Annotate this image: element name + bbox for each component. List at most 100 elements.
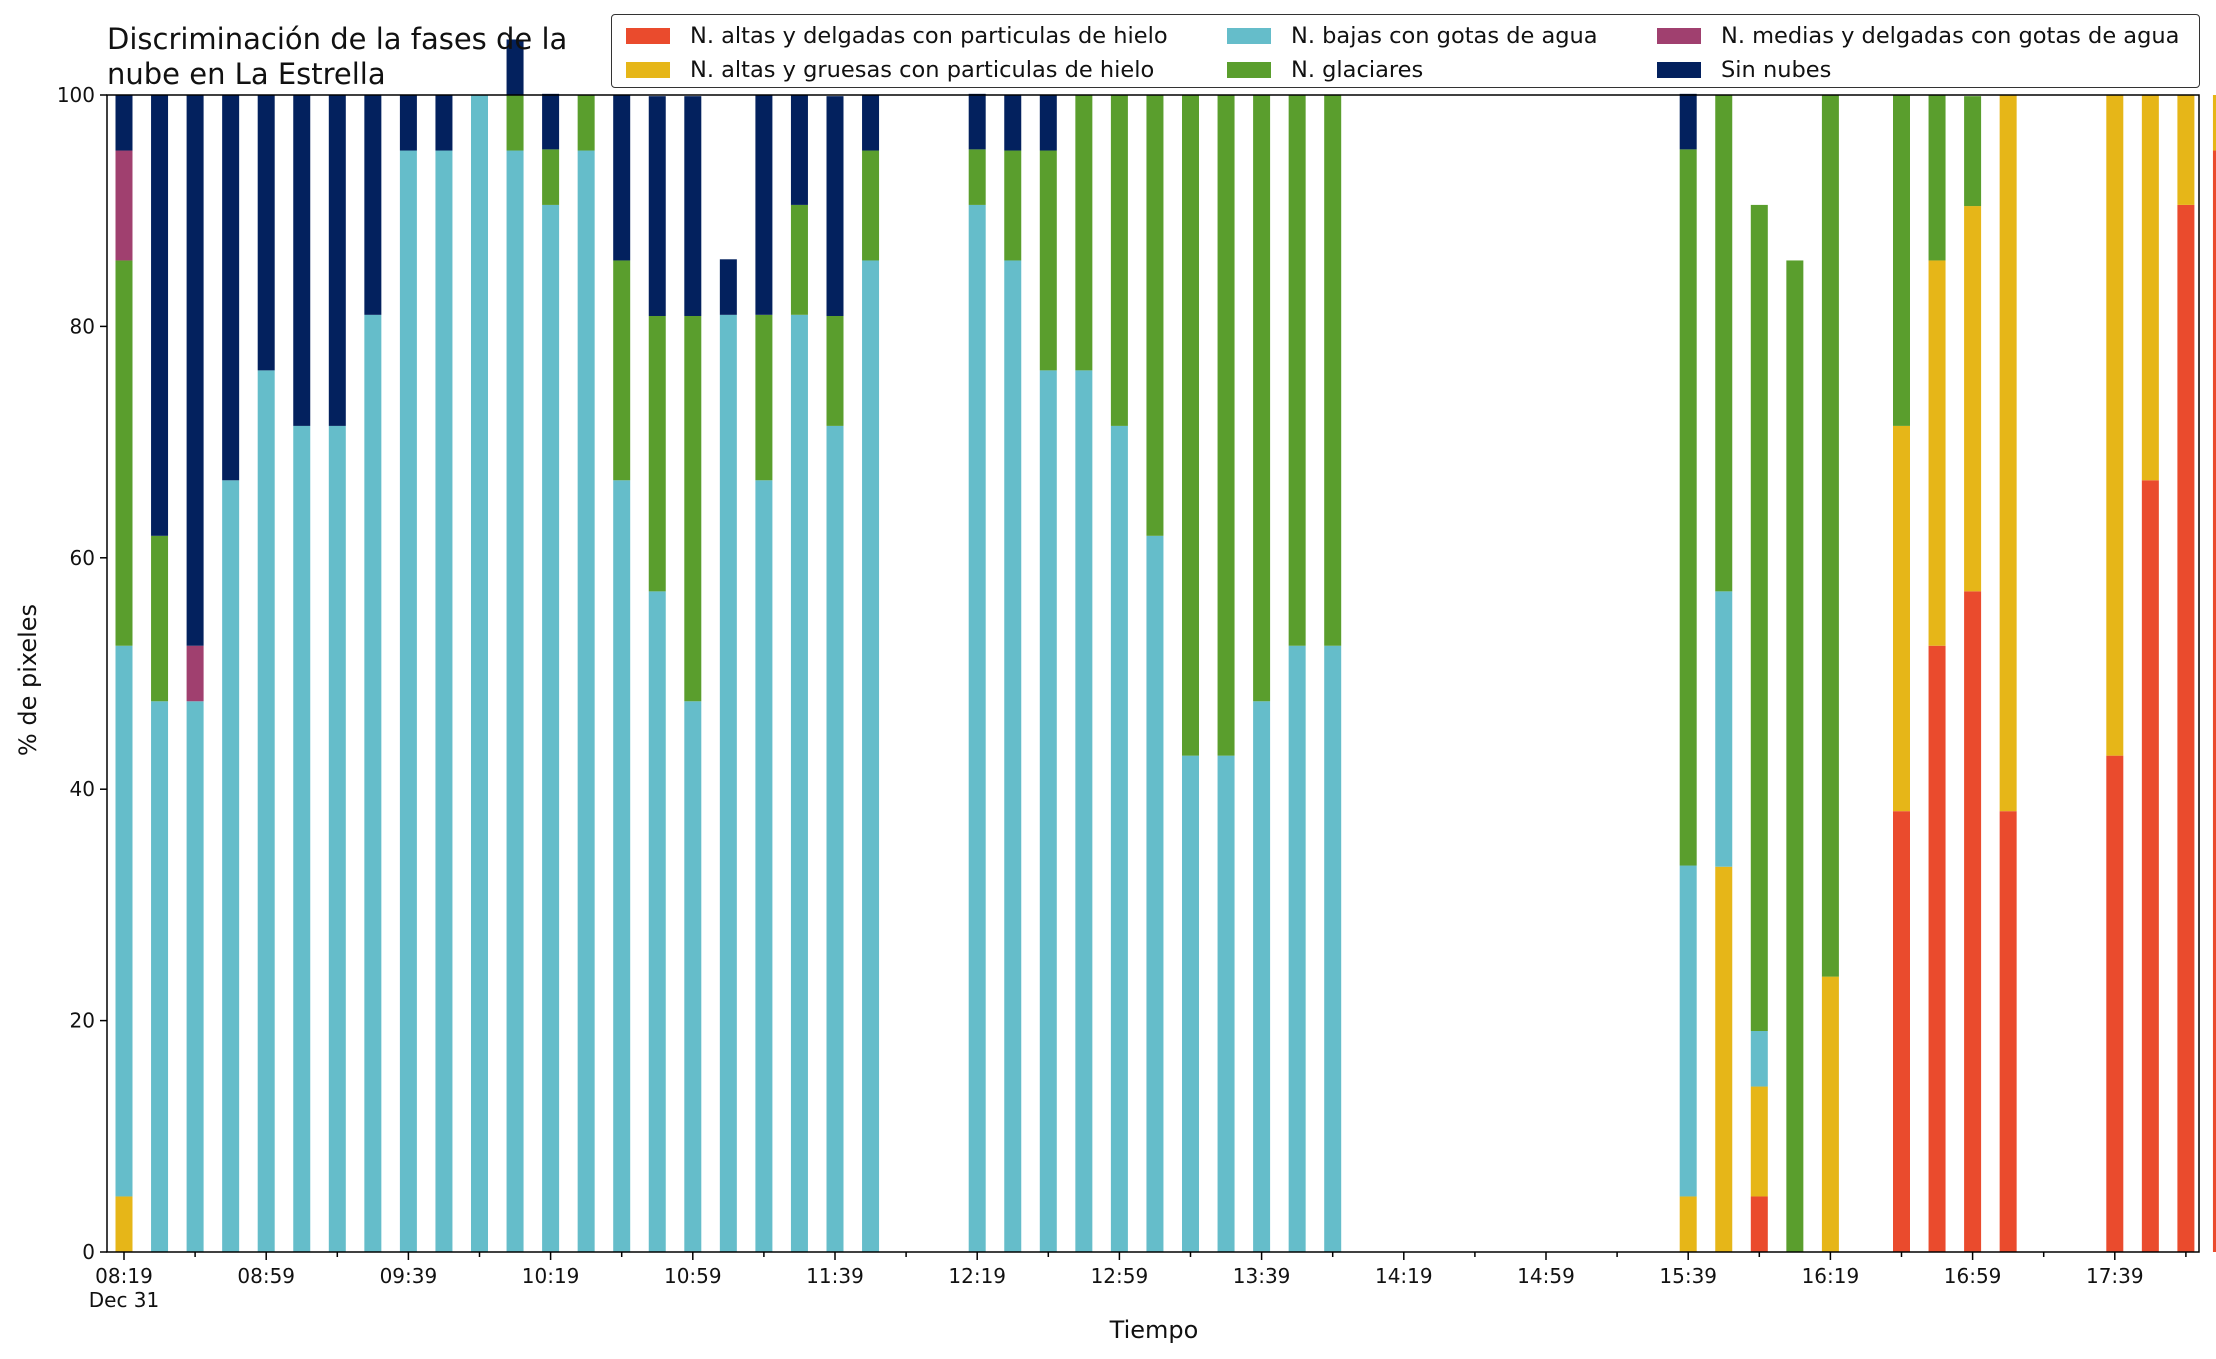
bar-segment-3-29 (1146, 535, 1164, 1252)
bar-segment-4-1 (151, 535, 169, 702)
bar-segment-3-16 (684, 701, 702, 1252)
bar-segment-1-58 (2177, 204, 2195, 1252)
bar-segment-6-0 (115, 95, 133, 151)
bar-segment-4-30 (1182, 95, 1199, 756)
bar-segment-3-45 (1715, 591, 1733, 867)
bar-segment-6-8 (399, 95, 417, 151)
bar-segment-2-56 (2106, 95, 2124, 756)
x-tick-label: 10:59 (664, 1264, 722, 1288)
bar-segment-3-8 (399, 150, 417, 1252)
bar-segment-3-17 (719, 314, 737, 1253)
bar-segment-6-6 (328, 95, 346, 426)
bar-segment-2-53 (1999, 95, 2017, 812)
x-tick-label: 11:39 (806, 1264, 864, 1288)
x-tick-label: 16:59 (1944, 1264, 2002, 1288)
bar-segment-4-15 (648, 315, 666, 592)
bar-segment-2-48 (1821, 976, 1839, 1252)
legend-item: N. altas y delgadas con particulas de hi… (626, 23, 1168, 49)
chart-title: Discriminación de la fases de la nube en… (107, 22, 568, 91)
legend-item: N. medias y delgadas con gotas de agua (1657, 23, 2179, 49)
bar-segment-3-44 (1679, 865, 1697, 1197)
bar-segment-2-46 (1750, 1086, 1768, 1197)
bar-segment-4-46 (1750, 204, 1768, 1032)
bar-segment-3-10 (471, 95, 488, 1252)
legend-item: Sin nubes (1657, 57, 1831, 83)
bar-segment-3-5 (293, 425, 311, 1252)
legend-swatch (626, 28, 670, 44)
bar-segment-3-1 (151, 701, 169, 1252)
bar-segment-6-7 (364, 95, 382, 315)
bar-segment-4-34 (1324, 95, 1342, 646)
bar-segment-6-17 (719, 259, 737, 315)
bar-segment-4-11 (506, 95, 524, 151)
bar-segment-4-20 (826, 315, 844, 426)
x-tick-label: 17:39 (2086, 1264, 2144, 1288)
bar-segment-2-51 (1928, 260, 1946, 646)
bar-segment-1-57 (2141, 480, 2159, 1252)
bar-segment-6-21 (862, 95, 880, 151)
bar-segment-4-44 (1679, 149, 1697, 866)
bar-segment-6-25 (1004, 95, 1022, 151)
bar-segment-6-20 (826, 96, 844, 316)
legend-label: N. altas y delgadas con particulas de hi… (690, 23, 1168, 49)
bar-segment-3-3 (222, 480, 240, 1252)
bar-segment-6-44 (1679, 93, 1697, 150)
bar-segment-2-0 (115, 1196, 133, 1252)
bar-segment-6-16 (684, 96, 702, 316)
bar-segment-4-31 (1217, 95, 1235, 756)
bar-segment-2-50 (1893, 425, 1910, 812)
bar-segment-4-52 (1964, 96, 1982, 207)
bar-segment-4-45 (1715, 95, 1733, 592)
bar-segment-4-18 (755, 314, 773, 481)
bar-segment-3-14 (613, 480, 631, 1252)
bar-segment-6-5 (293, 95, 311, 426)
bar-segment-2-58 (2177, 95, 2195, 205)
bar-segment-3-34 (1324, 645, 1342, 1252)
bar-segment-4-12 (542, 149, 560, 205)
bar-segment-4-21 (862, 150, 880, 261)
bar-segment-1-53 (1999, 811, 2017, 1252)
bar-segment-3-24 (968, 204, 986, 1252)
bar-segment-3-4 (257, 370, 275, 1252)
legend-item: N. glaciares (1227, 57, 1423, 83)
x-tick-label: 14:59 (1517, 1264, 1575, 1288)
bar-segment-4-27 (1075, 95, 1093, 371)
bar-segment-1-46 (1750, 1196, 1768, 1252)
legend-label: N. medias y delgadas con gotas de agua (1721, 23, 2180, 49)
y-tick-label: 100 (57, 83, 95, 107)
bar-segment-3-9 (435, 150, 453, 1252)
bar-segment-3-25 (1004, 260, 1022, 1252)
bar-segment-6-18 (755, 95, 773, 315)
chart-legend: N. altas y delgadas con particulas de hi… (611, 14, 2200, 88)
x-tick-label: 16:19 (1802, 1264, 1860, 1288)
bar-segment-4-16 (684, 315, 702, 702)
bar-segment-4-29 (1146, 95, 1164, 536)
legend-label: N. glaciares (1291, 57, 1424, 83)
bar-segment-3-7 (364, 314, 382, 1253)
bar-segment-2-45 (1715, 866, 1733, 1252)
bar-segment-3-21 (862, 260, 880, 1252)
bar-segment-6-2 (186, 95, 204, 646)
bar-segment-5-0 (115, 150, 133, 261)
bar-segment-6-14 (613, 95, 631, 261)
bar-segment-4-28 (1110, 95, 1128, 426)
bar-segment-4-0 (115, 260, 133, 646)
bar-segment-2-59 (2212, 95, 2216, 151)
bar-segment-4-47 (1786, 260, 1804, 1252)
bar-segment-3-30 (1182, 755, 1199, 1252)
bar-segment-1-56 (2106, 755, 2124, 1252)
bar-segment-6-19 (790, 95, 808, 205)
x-tick-label: 09:39 (380, 1264, 438, 1288)
bar-segment-6-9 (435, 95, 453, 151)
bar-segment-6-11 (506, 39, 524, 95)
bar-segment-6-15 (648, 96, 666, 316)
x-tick-label: 10:19 (522, 1264, 580, 1288)
x-tick-label: 13:39 (1233, 1264, 1291, 1288)
x-tick-label: 12:59 (1091, 1264, 1149, 1288)
bar-segment-4-13 (577, 95, 595, 151)
x-axis-label: Tiempo (1109, 1316, 1199, 1344)
bar-segment-4-48 (1821, 95, 1839, 977)
bar-segment-6-1 (151, 95, 169, 536)
x-tick-label: 12:19 (948, 1264, 1006, 1288)
